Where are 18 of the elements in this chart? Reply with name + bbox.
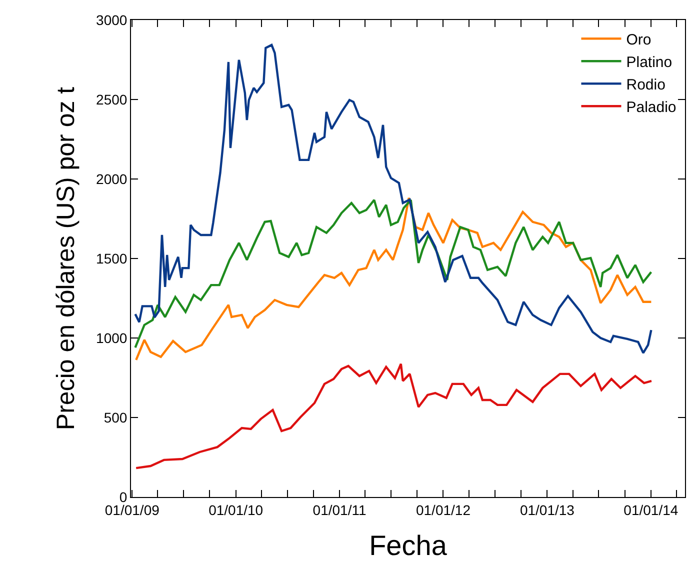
x-tick-label: 01/01/12 (416, 502, 471, 518)
y-axis-title: Precio en dólares (US) por oz t (52, 86, 80, 430)
x-tick-label: 01/01/13 (520, 502, 575, 518)
x-tick-label: 01/01/14 (624, 502, 678, 518)
y-tick-label: 500 (104, 409, 128, 426)
x-tick-label: 01/01/10 (208, 502, 264, 518)
x-axis-title: Fecha (369, 530, 448, 561)
y-tick-label: 3000 (96, 12, 128, 28)
x-tick-label: 01/01/11 (312, 502, 366, 518)
line-series (135, 362, 653, 470)
legend-label: Oro (626, 31, 652, 48)
legend-label: Paladio (626, 98, 676, 116)
legend-label: Rodio (626, 76, 666, 94)
y-tick-label: 1000 (96, 330, 128, 346)
y-tick-label: 2500 (96, 91, 128, 108)
y-tick-label: 1500 (96, 250, 128, 266)
legend-label: Platino (626, 54, 672, 71)
y-tick-label: 2000 (96, 170, 128, 187)
